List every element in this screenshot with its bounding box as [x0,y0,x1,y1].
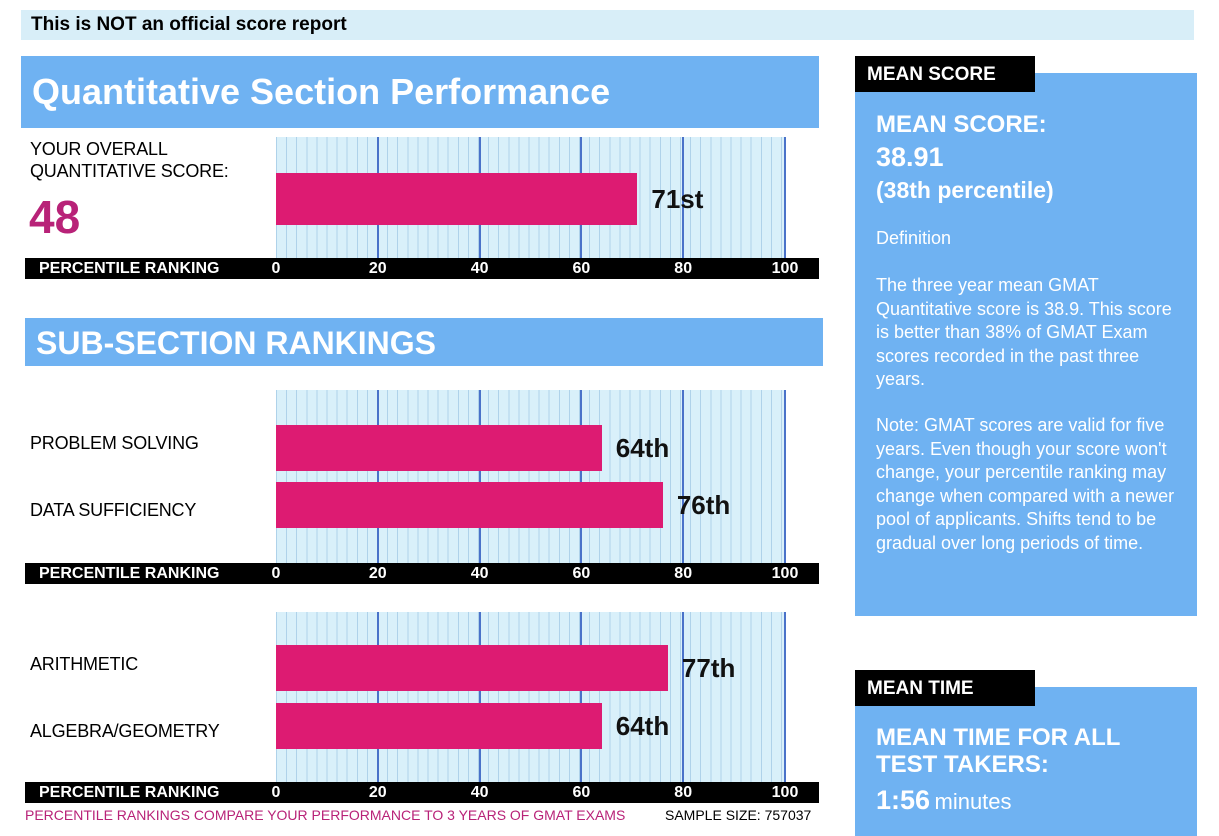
bar-data-label: 64th [615,433,670,463]
overall-score-value: 48 [29,191,81,243]
x-tick-label: 0 [271,260,281,277]
gridline-major [784,612,786,782]
disclaimer-banner: This is NOT an official score report [21,10,1194,40]
x-tick-label: 100 [771,784,799,801]
gridline-major [580,612,582,782]
x-tick-label: 20 [368,565,387,582]
bar [276,425,602,471]
x-tick-label: 0 [271,784,281,801]
mean-time-heading: MEAN TIME FOR ALL TEST TAKERS: [876,724,1120,778]
x-tick-label: 60 [572,565,591,582]
mean-time-tab: MEAN TIME [855,670,1035,706]
x-tick-label: 60 [572,784,591,801]
x-tick-label: 20 [368,784,387,801]
percentile-footnote: PERCENTILE RANKINGS COMPARE YOUR PERFORM… [25,807,626,823]
x-tick-label: 0 [271,565,281,582]
note-text: Note: GMAT scores are valid for five yea… [876,415,1175,553]
mean-score-panel: MEAN SCORE: 38.91 (38th percentile) Defi… [855,73,1197,616]
overall-score-label: YOUR OVERALL QUANTITATIVE SCORE: [30,138,270,182]
x-tick-label: 80 [674,260,693,277]
x-tick-label: 100 [771,260,799,277]
category-label: ALGEBRA/GEOMETRY [30,721,220,741]
overall-label-line2: QUANTITATIVE SCORE: [30,161,229,181]
quantitative-section-title: Quantitative Section Performance [21,56,819,128]
axis-title: PERCENTILE RANKING [39,784,220,801]
x-tick-label: 40 [470,565,489,582]
mean-time-readout: 1:56 minutes [876,785,1012,816]
x-tick-label: 20 [368,260,387,277]
gridline-major [580,390,582,563]
bar-data-label: 76th [676,490,731,520]
mean-time-value: 1:56 [876,785,931,815]
gridline-major [784,390,786,563]
axis-title: PERCENTILE RANKING [39,260,220,277]
category-label: DATA SUFFICIENCY [30,500,197,520]
bar [276,482,663,528]
subsection-chart-2-plot [276,612,786,782]
overall-label-line1: YOUR OVERALL [30,139,168,159]
mean-score-percentile: (38th percentile) [876,177,1054,203]
subsection-chart-2-axis: PERCENTILE RANKING 0 20 40 60 80 100 [25,782,819,803]
bar [276,645,668,691]
bar [276,703,602,749]
gridline-major [377,390,379,563]
gridline-major [682,137,684,258]
definition-text: The three year mean GMAT Quantitative sc… [876,275,1172,389]
definition-label: Definition [876,228,952,248]
bar [276,173,638,225]
x-tick-label: 60 [572,260,591,277]
mean-time-unit: minutes [934,789,1012,814]
overall-chart-axis: PERCENTILE RANKING 0 20 40 60 80 100 [25,258,819,279]
subsection-chart-1-axis: PERCENTILE RANKING 0 20 40 60 80 100 [25,563,819,584]
gridline-major [377,612,379,782]
category-label: PROBLEM SOLVING [30,433,199,453]
sample-size: SAMPLE SIZE: 757037 [665,807,812,823]
subsection-chart-1-plot [276,390,786,563]
bar-data-label: 64th [615,711,670,741]
bar-data-label: 77th [681,653,736,683]
mean-score-heading: MEAN SCORE: [876,111,1047,138]
gridline-major [682,612,684,782]
mean-score-tab: MEAN SCORE [855,56,1035,92]
mean-time-panel: MEAN TIME FOR ALL TEST TAKERS: 1:56 minu… [855,687,1197,836]
gridline-major [784,137,786,258]
x-tick-label: 100 [771,565,799,582]
mean-time-heading-line1: MEAN TIME FOR ALL [876,724,1121,751]
gridline-major [479,390,481,563]
gridline-major [682,390,684,563]
x-tick-label: 40 [470,784,489,801]
sub-section-title: SUB-SECTION RANKINGS [25,318,823,366]
x-tick-label: 80 [674,565,693,582]
mean-time-heading-line2: TEST TAKERS: [876,751,1049,778]
bar-data-label: 71st [651,184,704,214]
x-tick-label: 40 [470,260,489,277]
gridline-major [479,612,481,782]
x-tick-label: 80 [674,784,693,801]
mean-score-value: 38.91 [876,142,944,172]
axis-title: PERCENTILE RANKING [39,565,220,582]
category-label: ARITHMETIC [30,654,138,674]
